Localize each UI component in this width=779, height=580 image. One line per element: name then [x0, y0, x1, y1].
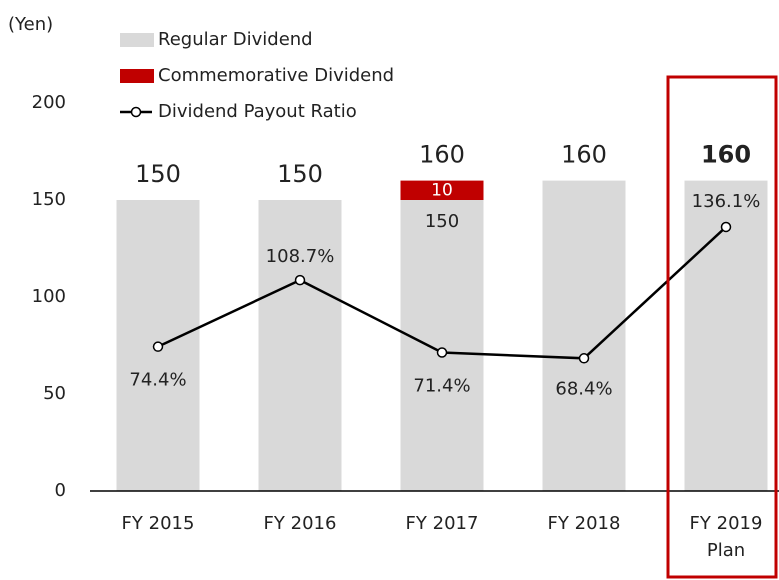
payout-marker: [152, 341, 164, 352]
bar: [542, 180, 626, 491]
payout-label: 74.4%: [129, 370, 186, 391]
total-label: 160: [561, 141, 607, 169]
payout-label: 71.4%: [413, 375, 470, 396]
x-tick-label: FY 2017: [406, 513, 479, 534]
legend-marker: [130, 106, 142, 118]
bar: [684, 180, 768, 491]
legend-swatch: [120, 33, 154, 47]
legend-label: Regular Dividend: [158, 29, 313, 50]
x-tick-label: FY 2018: [548, 513, 621, 534]
legend-label: Dividend Payout Ratio: [158, 101, 357, 122]
payout-label: 68.4%: [555, 378, 612, 399]
total-label: 160: [419, 141, 465, 169]
legend-swatch: [120, 69, 154, 83]
y-axis-label: (Yen): [8, 14, 53, 35]
payout-label: 108.7%: [266, 246, 335, 267]
x-tick-label: FY 2015: [122, 513, 195, 534]
legend-label: Commemorative Dividend: [158, 65, 394, 86]
payout-marker: [578, 353, 590, 364]
segment-label: 10: [431, 180, 453, 200]
payout-marker: [720, 221, 732, 233]
bar: [258, 200, 342, 491]
total-label: 160: [701, 141, 751, 169]
payout-label: 136.1%: [692, 191, 761, 212]
y-tick-label: 150: [32, 189, 66, 210]
total-label: 150: [135, 160, 181, 188]
bar: [400, 200, 484, 491]
y-tick-label: 100: [32, 286, 66, 307]
payout-marker: [294, 274, 306, 286]
payout-marker: [436, 347, 448, 358]
x-tick-label: FY 2019 Plan: [690, 513, 763, 561]
bar: [400, 180, 484, 200]
y-tick-label: 200: [32, 92, 66, 113]
x-tick-label: FY 2016: [264, 513, 337, 534]
y-tick-label: 0: [55, 480, 66, 501]
highlight-box: [666, 75, 778, 579]
y-tick-label: 50: [43, 383, 66, 404]
inner-label: 150: [425, 211, 459, 232]
total-label: 150: [277, 160, 323, 188]
